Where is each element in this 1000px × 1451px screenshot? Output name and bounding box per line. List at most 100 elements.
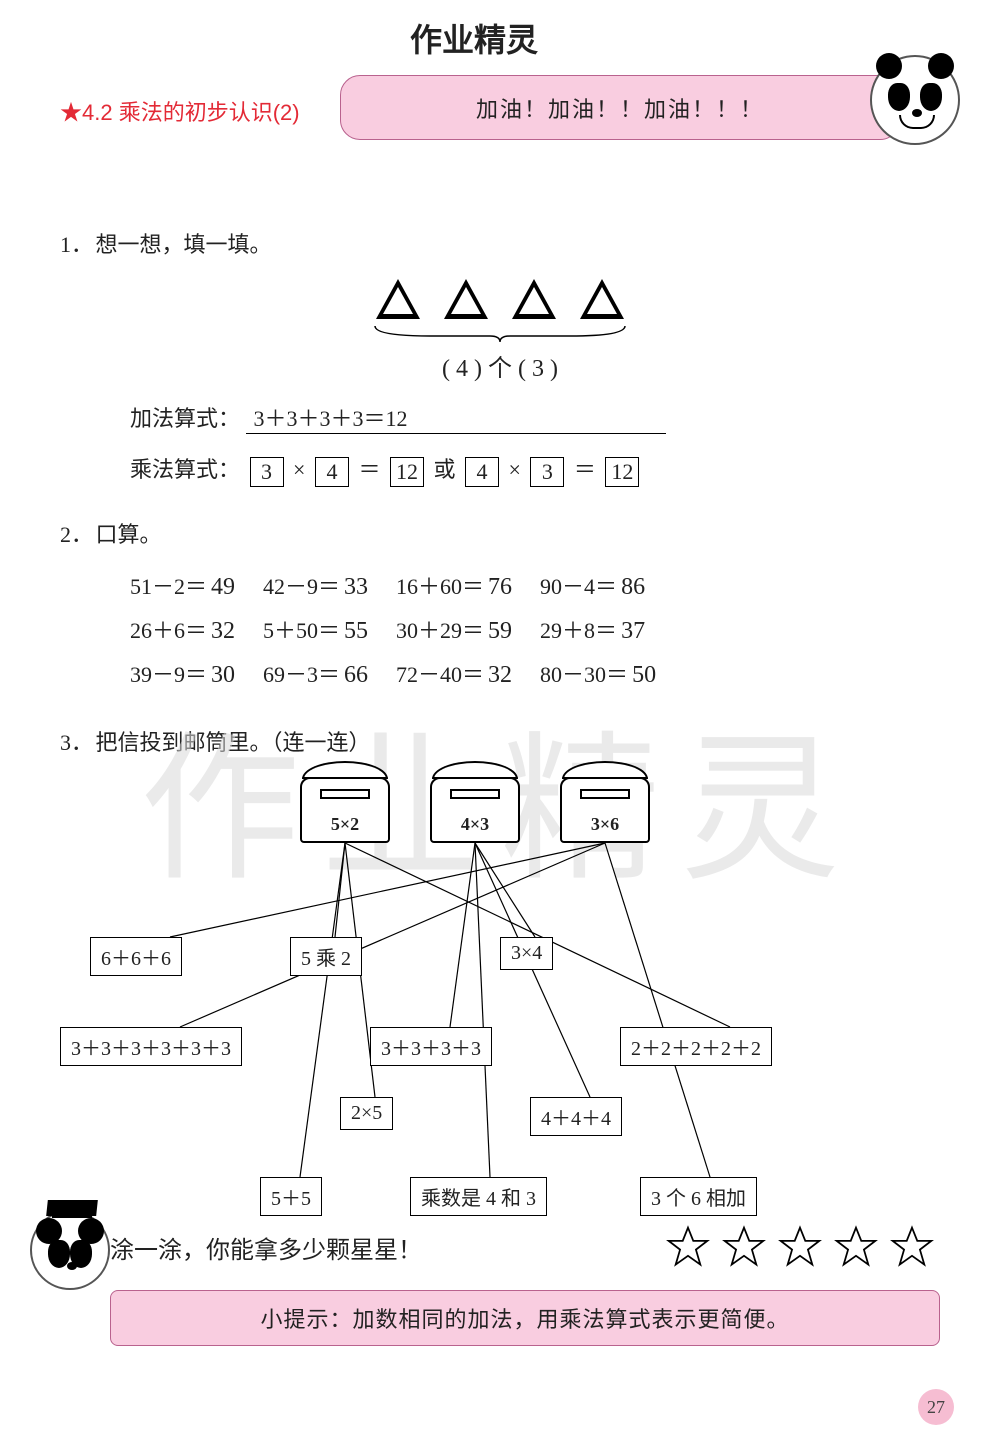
stars-row: 涂一涂，你能拿多少颗星星！ xyxy=(110,1225,940,1269)
mul-box-c: 4 xyxy=(465,457,499,487)
letter-card: 4＋4＋4 xyxy=(530,1097,622,1136)
calc-answer: 33 xyxy=(340,574,368,600)
tip-banner: 小提示：加数相同的加法，用乘法算式表示更简便。 xyxy=(110,1290,940,1346)
mul-box-a: 3 xyxy=(250,457,284,487)
mailbox: 4×3 xyxy=(430,777,520,843)
mailbox-label: 3×6 xyxy=(562,814,648,835)
mul-box-r2: 12 xyxy=(605,457,639,487)
letter-card: 3＋3＋3＋3＋3＋3 xyxy=(60,1027,242,1066)
letter-card: 5＋5 xyxy=(260,1177,322,1216)
calc-answer: 76 xyxy=(484,574,512,600)
addition-row: 加法算式： 3＋3＋3＋3＝12 xyxy=(130,401,940,434)
worksheet-page: 作业精灵 ★4.2 乘法的初步认识(2) 加油！加油！！加油！！！ 作业精灵 1… xyxy=(0,0,1000,1451)
calc-answer: 50 xyxy=(628,662,656,688)
times-sign: × xyxy=(508,457,520,482)
question-2: 2． 口算。 xyxy=(60,517,940,549)
letter-card: 6＋6＋6 xyxy=(90,937,182,976)
q3-prompt: 把信投到邮筒里。（连一连） xyxy=(96,730,371,755)
mul-box-r1: 12 xyxy=(390,457,424,487)
stars-prompt: 涂一涂，你能拿多少颗星星！ xyxy=(110,1230,422,1265)
bracket-value-a: 4 xyxy=(456,356,468,382)
calc-expression: 39－9＝ xyxy=(130,662,207,687)
star-icon xyxy=(722,1225,766,1269)
calc-answer: 49 xyxy=(207,574,235,600)
mailbox-label: 4×3 xyxy=(432,814,518,835)
letter-card: 乘数是 4 和 3 xyxy=(410,1177,547,1216)
paren-right: ) xyxy=(550,356,558,382)
handwritten-header: 作业精灵 xyxy=(410,15,538,61)
calc-answer: 59 xyxy=(484,618,512,644)
page-number: 27 xyxy=(918,1389,954,1425)
cheer-banner: 加油！加油！！加油！！！ xyxy=(340,75,900,140)
letter-card: 3＋3＋3＋3 xyxy=(370,1027,492,1066)
bracket-value-b: 3 xyxy=(532,356,544,382)
mailbox-label: 5×2 xyxy=(302,814,388,835)
calc-cell: 16＋60＝76 xyxy=(396,563,540,607)
letter-card: 5 乘 2 xyxy=(290,937,362,976)
paren-left: ( xyxy=(442,356,450,382)
mailbox: 5×2 xyxy=(300,777,390,843)
bracket-caption: ( 4 ) 个 ( 3 ) xyxy=(60,348,940,383)
calc-expression: 42－9＝ xyxy=(263,574,340,599)
letter-card: 3×4 xyxy=(500,937,553,970)
star-icon xyxy=(666,1225,710,1269)
triangle-icon xyxy=(376,279,420,319)
calc-answer: 30 xyxy=(207,662,235,688)
calc-expression: 30＋29＝ xyxy=(396,618,484,643)
calc-answer: 32 xyxy=(484,662,512,688)
star-icon xyxy=(834,1225,878,1269)
underbrace-icon xyxy=(370,324,630,342)
paren-mid: ) 个 ( xyxy=(474,356,526,382)
mul-box-b: 4 xyxy=(315,457,349,487)
equals-sign: ＝ xyxy=(358,457,380,482)
section-heading: ★4.2 乘法的初步认识(2) xyxy=(60,95,300,127)
mul-label: 乘法算式： xyxy=(130,457,240,482)
star-icon xyxy=(890,1225,934,1269)
calc-answer: 86 xyxy=(617,574,645,600)
calc-cell: 90－4＝86 xyxy=(540,563,684,607)
calc-expression: 26＋6＝ xyxy=(130,618,207,643)
calc-cell: 29＋8＝37 xyxy=(540,607,684,651)
q1-number: 1． xyxy=(60,227,90,259)
tip-text: 小提示：加数相同的加法，用乘法算式表示更简便。 xyxy=(260,1302,789,1334)
times-sign: × xyxy=(293,457,305,482)
q3-number: 3． xyxy=(60,725,90,757)
calc-expression: 29＋8＝ xyxy=(540,618,617,643)
triangle-icon xyxy=(580,279,624,319)
calc-cell: 26＋6＝32 xyxy=(130,607,263,651)
calc-answer: 55 xyxy=(340,618,368,644)
add-label: 加法算式： xyxy=(130,406,240,431)
triangle-figure xyxy=(60,279,940,342)
equals-sign: ＝ xyxy=(574,457,596,482)
star-icon xyxy=(778,1225,822,1269)
panda-graduate-icon xyxy=(30,1210,110,1290)
calc-expression: 16＋60＝ xyxy=(396,574,484,599)
letter-card: 2＋2＋2＋2＋2 xyxy=(620,1027,772,1066)
calc-expression: 90－4＝ xyxy=(540,574,617,599)
calc-cell: 39－9＝30 xyxy=(130,651,263,695)
matching-diagram: 5×2 4×3 3×6 6＋6＋6 5 乘 2 3×4 3＋3＋3＋3＋3＋3 3＋3＋3＋3… xyxy=(60,767,940,1277)
addition-answer: 3＋3＋3＋3＝12 xyxy=(246,401,666,434)
calc-answer: 32 xyxy=(207,618,235,644)
calc-expression: 80－30＝ xyxy=(540,662,628,687)
calc-cell: 80－30＝50 xyxy=(540,651,684,695)
calc-expression: 72－40＝ xyxy=(396,662,484,687)
letter-card: 2×5 xyxy=(340,1097,393,1130)
calc-cell: 51－2＝49 xyxy=(130,563,263,607)
or-text: 或 xyxy=(433,457,455,482)
triangle-icon xyxy=(444,279,488,319)
q2-prompt: 口算。 xyxy=(96,522,162,547)
calc-expression: 51－2＝ xyxy=(130,574,207,599)
cheer-text: 加油！加油！！加油！！！ xyxy=(476,92,764,124)
calc-expression: 5＋50＝ xyxy=(263,618,340,643)
mailbox: 3×6 xyxy=(560,777,650,843)
question-1: 1． 想一想，填一填。 xyxy=(60,227,940,259)
calc-answer: 37 xyxy=(617,618,645,644)
panda-icon xyxy=(870,55,960,145)
q1-prompt: 想一想，填一填。 xyxy=(96,232,272,257)
calc-cell: 69－3＝66 xyxy=(263,651,396,695)
calc-cell: 72－40＝32 xyxy=(396,651,540,695)
triangle-icon xyxy=(512,279,556,319)
calc-cell: 30＋29＝59 xyxy=(396,607,540,651)
mental-math-grid: 51－2＝4942－9＝3316＋60＝7690－4＝8626＋6＝325＋50… xyxy=(130,563,940,695)
